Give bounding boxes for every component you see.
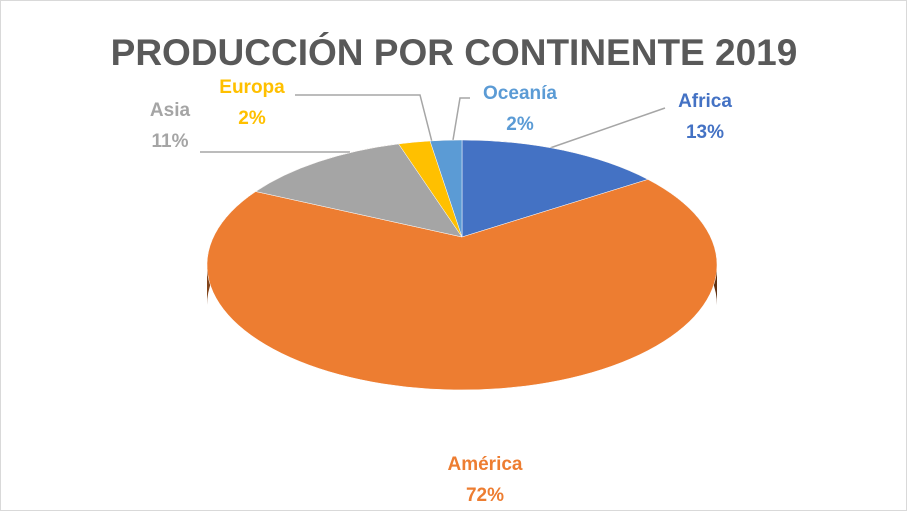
value-label: 13% (686, 122, 724, 143)
value-label: 11% (152, 131, 189, 152)
slice-label: Africa (678, 91, 732, 112)
slice-label: América (448, 454, 523, 475)
slice-label: Oceanía (483, 83, 557, 104)
slice (206, 179, 718, 391)
pie (206, 139, 718, 391)
slice (255, 143, 463, 238)
slice-label: Asia (150, 100, 191, 121)
leader-line (452, 97, 470, 141)
value-label: 72% (466, 485, 504, 506)
leader-lines (200, 94, 666, 153)
leader-line (295, 94, 433, 143)
slice (461, 139, 649, 238)
chart-title: PRODUCCIÓN POR CONTINENTE 2019 (111, 31, 798, 73)
value-label: 2% (238, 108, 266, 129)
value-label: 2% (506, 114, 534, 135)
leader-line (549, 107, 666, 149)
slice (429, 139, 463, 238)
slice-label: Europa (219, 77, 285, 98)
labels: Africa 13% América 72% Asia 11% Europa 2% Oceaní… (150, 77, 732, 506)
